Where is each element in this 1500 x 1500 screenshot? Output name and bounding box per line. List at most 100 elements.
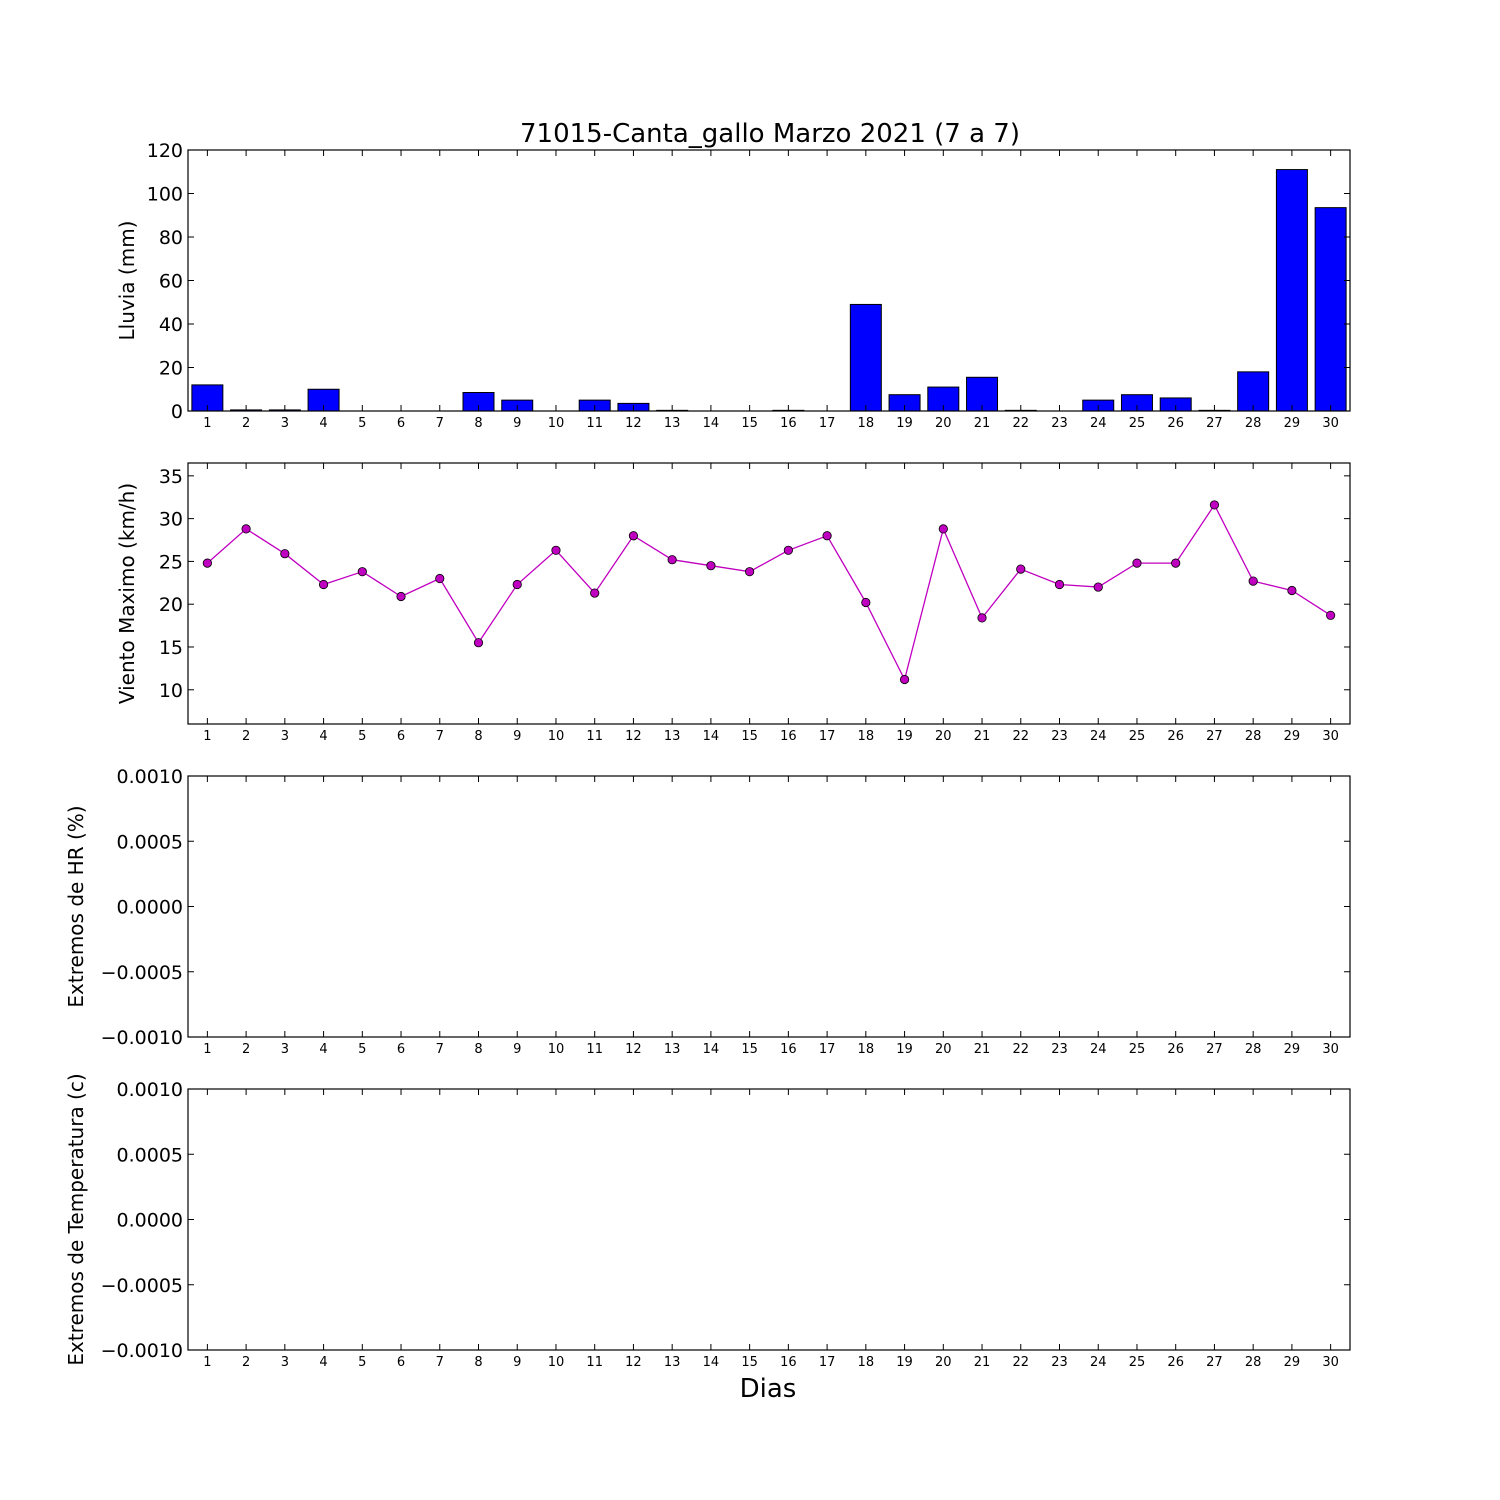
y-axis-title: Lluvia (mm): [115, 221, 139, 341]
bar-day-29: [1275, 169, 1308, 412]
x-tick-label: 11: [586, 729, 603, 744]
x-tick-label: 15: [741, 1042, 758, 1057]
x-tick-label: 7: [436, 729, 444, 744]
x-tick-label: 5: [358, 416, 366, 431]
x-tick-label: 7: [436, 1042, 444, 1057]
point-day-23: [1054, 579, 1065, 590]
x-tick-label: 21: [974, 416, 991, 431]
x-tick-label: 26: [1167, 729, 1184, 744]
bar-day-18: [849, 303, 882, 412]
y-tick-label: 80: [159, 227, 183, 249]
y-tick-label: 30: [159, 509, 183, 531]
x-tick-label: 22: [1012, 416, 1029, 431]
x-tick-label: 10: [548, 1042, 565, 1057]
x-tick-label: 1: [203, 1355, 211, 1370]
x-tick-label: 10: [548, 1355, 565, 1370]
point-day-22: [1016, 564, 1026, 574]
point-day-12: [628, 531, 639, 541]
point-day-9: [512, 579, 522, 590]
x-tick-label: 17: [819, 1355, 836, 1370]
point-day-15: [745, 567, 755, 577]
x-tick-label: 21: [974, 1355, 991, 1370]
x-tick-label: 26: [1167, 1042, 1184, 1057]
x-tick-label: 2: [242, 1355, 250, 1370]
x-tick-label: 15: [741, 1355, 758, 1370]
point-day-13: [667, 555, 677, 565]
x-tick-label: 22: [1012, 1042, 1029, 1057]
plot-frame: [187, 149, 1351, 412]
x-tick-label: 17: [819, 416, 836, 431]
point-day-28: [1248, 576, 1258, 586]
x-tick-label: 14: [703, 1355, 720, 1370]
x-tick-label: 10: [548, 729, 565, 744]
x-tick-label: 19: [896, 729, 913, 744]
x-tick-label: 24: [1090, 729, 1107, 744]
x-tick-label: 12: [625, 729, 642, 744]
x-tick-label: 13: [664, 416, 681, 431]
x-tick-label: 1: [203, 416, 211, 431]
x-tick-label: 18: [858, 1355, 875, 1370]
x-tick-label: 27: [1206, 1355, 1223, 1370]
x-tick-label: 8: [474, 729, 482, 744]
point-day-25: [1132, 558, 1142, 568]
x-tick-label: 21: [974, 729, 991, 744]
y-tick-label: 20: [159, 594, 183, 616]
y-tick-label: −0.0005: [101, 1275, 183, 1297]
x-tick-label: 4: [319, 416, 327, 431]
y-tick-label: 40: [159, 314, 183, 336]
series-line: [206, 503, 1331, 682]
bar-day-28: [1237, 371, 1270, 412]
point-day-17: [822, 531, 832, 541]
x-tick-label: 11: [586, 416, 603, 431]
x-tick-label: 24: [1090, 1355, 1107, 1370]
x-tick-label: 25: [1129, 416, 1146, 431]
x-tick-label: 1: [203, 1042, 211, 1057]
point-day-5: [357, 567, 367, 577]
point-day-3: [280, 549, 290, 559]
point-day-21: [977, 613, 987, 623]
x-tick-label: 3: [281, 1042, 289, 1057]
point-day-16: [783, 545, 793, 555]
x-tick-label: 3: [281, 1355, 289, 1370]
x-tick-label: 17: [819, 1042, 836, 1057]
x-tick-label: 23: [1051, 729, 1068, 744]
point-day-10: [551, 545, 561, 555]
x-tick-label: 18: [858, 416, 875, 431]
y-axis-title: Viento Maximo (km/h): [115, 483, 139, 704]
x-tick-label: 8: [474, 1042, 482, 1057]
point-day-20: [938, 524, 948, 534]
y-tick-label: 0.0000: [117, 897, 183, 919]
x-tick-label: 22: [1012, 1355, 1029, 1370]
y-tick-label: 35: [159, 466, 183, 488]
x-tick-label: 23: [1051, 1355, 1068, 1370]
x-tick-label: 19: [896, 1042, 913, 1057]
x-tick-label: 27: [1206, 1042, 1223, 1057]
point-day-29: [1287, 585, 1297, 596]
point-day-2: [241, 524, 251, 534]
x-tick-label: 20: [935, 1355, 952, 1370]
x-tick-label: 20: [935, 729, 952, 744]
y-tick-label: 60: [159, 271, 183, 293]
y-axis-title: Extremos de Temperatura (c): [64, 1073, 88, 1365]
y-axis-title: Extremos de HR (%): [64, 805, 88, 1007]
x-tick-label: 8: [474, 416, 482, 431]
x-tick-label: 2: [242, 729, 250, 744]
plot-frame: [187, 1088, 1351, 1351]
x-tick-label: 27: [1206, 416, 1223, 431]
y-tick-label: 0.0005: [117, 1144, 183, 1166]
x-tick-label: 11: [586, 1355, 603, 1370]
point-day-19: [899, 674, 910, 685]
x-tick-label: 20: [935, 416, 952, 431]
x-tick-label: 1: [203, 729, 211, 744]
x-tick-label: 16: [780, 416, 797, 431]
point-day-4: [318, 579, 329, 590]
x-tick-label: 8: [474, 1355, 482, 1370]
point-day-14: [706, 561, 716, 571]
x-tick-label: 2: [242, 416, 250, 431]
point-day-6: [396, 591, 406, 602]
y-tick-label: 120: [147, 140, 183, 162]
point-day-1: [202, 558, 212, 568]
x-tick-label: 6: [397, 416, 405, 431]
